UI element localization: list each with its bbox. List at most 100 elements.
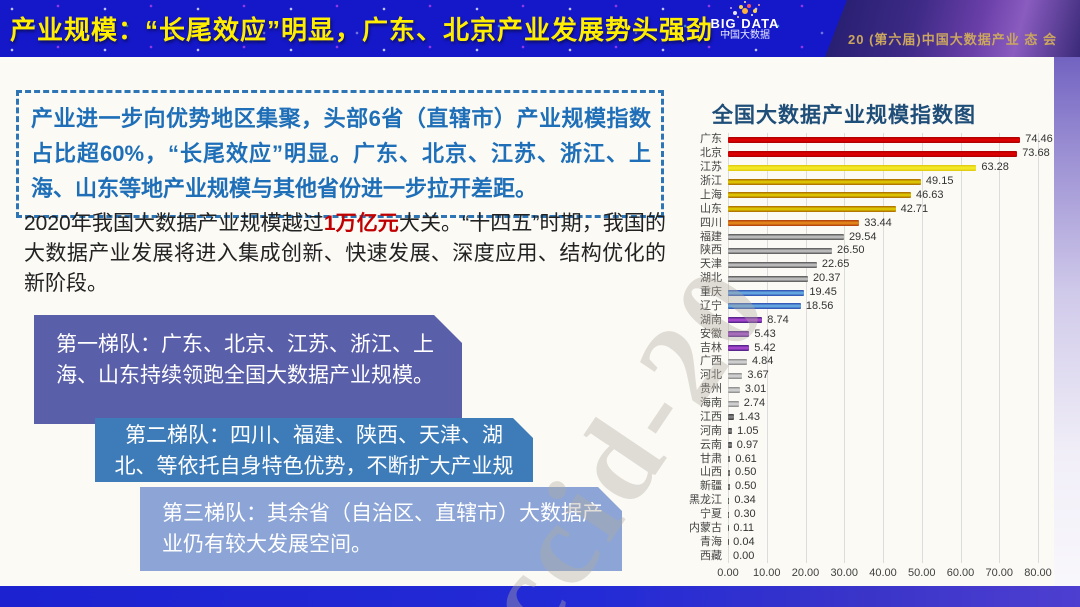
category-label: 上海 [700,188,722,201]
value-label: 73.68 [1022,147,1050,160]
x-tick-label: 40.00 [869,567,897,579]
category-label: 广西 [700,355,722,368]
x-tick-label: 10.00 [752,567,781,579]
bar [728,372,743,379]
bar [728,247,832,254]
value-label: 0.97 [736,438,759,451]
category-label: 重庆 [700,286,722,299]
bar [728,442,732,449]
category-label: 湖南 [700,313,722,326]
bar-row: 青海 0.04 [682,535,1042,549]
logo-text-en: BIG DATA [710,16,780,31]
bar [728,275,808,282]
category-label: 新疆 [700,480,722,493]
highlight-summary-box: 产业进一步向优势地区集聚，头部6省（直辖市）产业规模指数占比超60%，“长尾效应… [16,90,664,218]
bar-row: 新疆 0.50 [682,480,1042,494]
bottom-bar [0,586,1080,607]
bar [728,345,750,352]
value-label: 19.45 [809,286,837,299]
bar [728,483,730,490]
bar-chart: 广东 74.46 北京 73.68 江苏 63.28 浙江 49.15 上海 46.63 山东 42.… [682,133,1053,563]
bar-row: 浙江 49.15 [682,175,1042,189]
value-label: 3.01 [744,383,767,396]
category-label: 天津 [700,258,722,271]
bar-track: 0.61 [728,452,1042,466]
value-label: 2.74 [743,397,766,410]
chart-panel: 全国大数据产业规模指数图 广东 74.46 北京 73.68 江苏 63.28 浙江 49.1… [682,57,1054,586]
bar-track: 1.43 [728,411,1042,425]
bar-row: 吉林 5.42 [682,341,1042,355]
bar-row: 河北 3.67 [682,369,1042,383]
category-label: 辽宁 [700,299,722,312]
bar-track: 33.44 [728,216,1042,230]
bar-row: 上海 46.63 [682,189,1042,203]
bar [728,456,731,463]
bar-track: 8.74 [728,313,1042,327]
paragraph-text-before: 2020年我国大数据产业规模越过 [24,212,324,235]
category-label: 山西 [700,466,722,479]
category-label: 北京 [700,147,722,160]
bar [728,192,912,199]
bar-track: 0.11 [728,522,1042,536]
bar-track: 3.67 [728,369,1042,383]
category-label: 河南 [700,424,722,437]
bar-track: 3.01 [728,383,1042,397]
bar-track: 19.45 [728,286,1042,300]
value-label: 5.42 [754,341,776,354]
bar-row: 广西 4.84 [682,355,1042,369]
intro-paragraph: 2020年我国大数据产业规模越过1万亿元大关。“十四五”时期，我国的大数据产业发… [24,209,666,299]
value-label: 0.11 [733,521,755,534]
category-label: 吉林 [700,341,722,354]
bar-row: 贵州 3.01 [682,383,1042,397]
bar-track: 18.56 [728,300,1042,314]
bar-track: 49.15 [728,175,1042,189]
bar [728,220,860,227]
value-label: 0.04 [733,535,755,548]
gridline [805,133,807,563]
category-label: 四川 [700,216,722,229]
bar-row: 宁夏 0.30 [682,508,1042,522]
bar-track: 0.00 [728,549,1042,563]
gridline [883,133,884,563]
value-label: 46.63 [916,188,944,201]
category-label: 河北 [700,369,722,382]
bar [728,358,747,365]
bar [728,303,801,310]
bar-row: 湖南 8.74 [682,313,1042,327]
bar-track: 46.63 [728,189,1042,203]
bar-row: 江苏 63.28 [682,161,1042,175]
bar [728,511,730,518]
dot-cluster-icon [742,8,748,14]
category-label: 江西 [700,410,722,423]
category-label: 陕西 [700,244,722,257]
category-label: 江苏 [700,161,722,174]
bar-track: 42.71 [728,202,1042,216]
x-tick-label: 20.00 [791,567,820,579]
paragraph-text-after: 大关。“十四五”时期，我国的大数据产业发展将进入集成创新、快速发展、深度应用、结… [24,212,666,295]
bar-row: 海南 2.74 [682,397,1042,411]
bar-row: 湖北 20.37 [682,272,1042,286]
bar-track: 74.46 [728,133,1053,147]
bar-track: 2.74 [728,397,1042,411]
category-label: 安徽 [700,327,722,340]
x-tick-label: 50.00 [907,567,936,579]
bar-track: 20.37 [728,272,1042,286]
bar [728,206,896,213]
tier-box-3: 第三梯队：其余省（自治区、直辖市）大数据产业仍有较大发展空间。 [140,487,622,571]
x-tick-label: 80.00 [1024,567,1052,579]
bar-row: 西藏 0.00 [682,549,1042,563]
value-label: 0.34 [734,494,756,507]
bar [728,497,730,504]
bar [728,428,733,435]
bar [728,234,844,241]
value-label: 0.50 [734,466,757,479]
value-label: 3.67 [747,369,769,382]
bar [728,261,817,268]
bar-row: 广东 74.46 [682,133,1053,147]
value-label: 42.71 [900,202,929,215]
header-bar: 产业规模：“长尾效应”明显，广东、北京产业发展势头强劲 BIG DATA 中国大… [0,0,1080,57]
bar-track: 5.43 [728,327,1042,341]
category-label: 青海 [700,535,722,548]
value-label: 8.74 [767,313,789,326]
value-label: 0.61 [735,452,757,465]
